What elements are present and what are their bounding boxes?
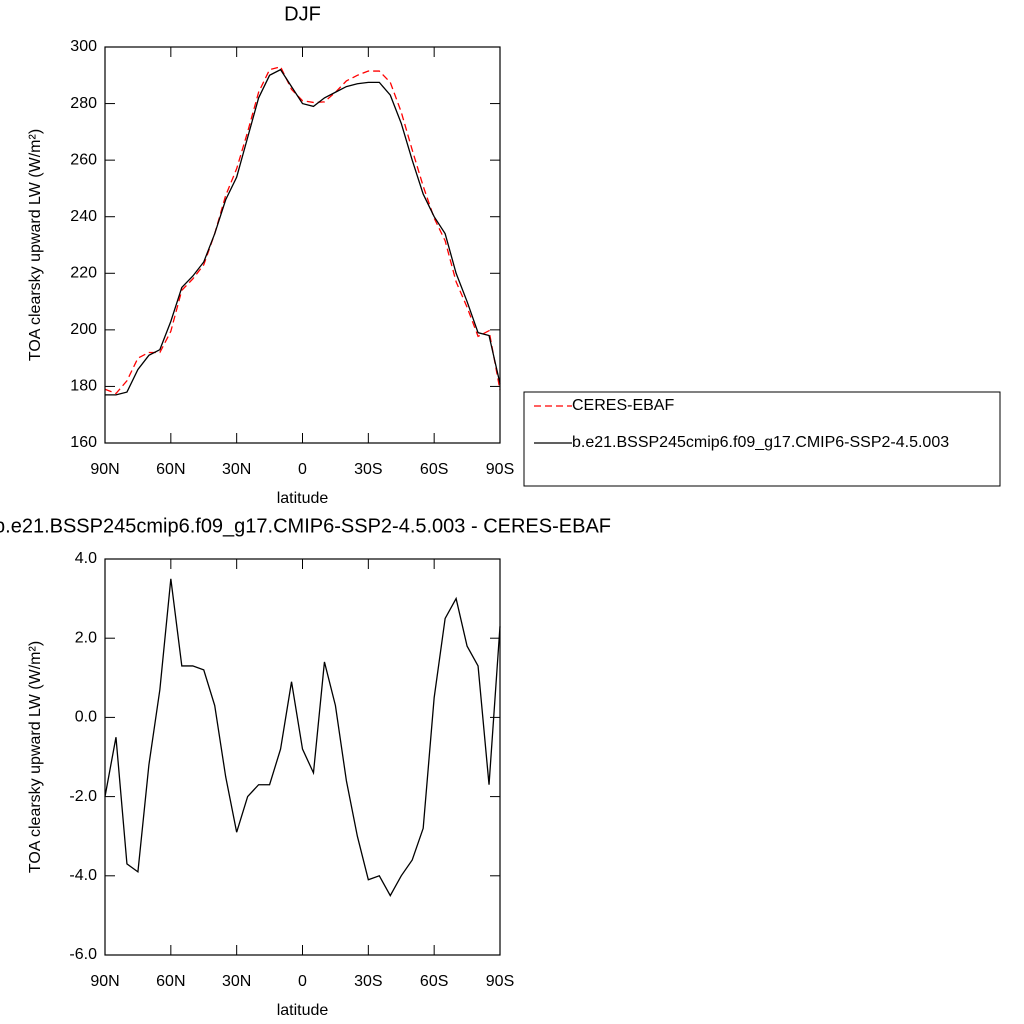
x-tick-label: 60N xyxy=(156,461,185,478)
plot-frame xyxy=(104,46,501,444)
y-tick-label: 160 xyxy=(70,434,97,451)
x-tick-label: 60S xyxy=(420,973,448,990)
y-tick-label: 2.0 xyxy=(75,629,97,646)
x-tick-label: 90N xyxy=(90,461,119,478)
x-tick-label: 30S xyxy=(354,973,382,990)
y-tick-label: 180 xyxy=(70,378,97,395)
x-tick-label: 90S xyxy=(486,461,514,478)
chart-title: DJF xyxy=(284,3,321,25)
x-tick-label: 30N xyxy=(222,461,251,478)
data-line xyxy=(105,68,501,396)
y-tick-label: 260 xyxy=(70,151,97,168)
legend-label: b.e21.BSSP245cmip6.f09_g17.CMIP6-SSP2-4.… xyxy=(572,434,949,451)
x-tick-label: 0 xyxy=(298,973,307,990)
y-tick-label: 280 xyxy=(70,95,97,112)
x-axis-label: latitude xyxy=(277,1002,329,1019)
legend-label: CERES-EBAF xyxy=(572,397,674,414)
y-tick-label: -4.0 xyxy=(69,867,97,884)
y-tick-label: 240 xyxy=(70,208,97,225)
x-tick-label: 90S xyxy=(486,973,514,990)
y-tick-label: 0.0 xyxy=(75,709,97,726)
x-tick-label: 60S xyxy=(420,461,448,478)
plot-frame xyxy=(104,558,501,956)
y-tick-label: 300 xyxy=(70,38,97,55)
chart-title: b.e21.BSSP245cmip6.f09_g17.CMIP6-SSP2-4.… xyxy=(0,515,611,537)
y-tick-label: 4.0 xyxy=(75,550,97,567)
y-tick-label: -6.0 xyxy=(69,946,97,963)
y-tick-label: 220 xyxy=(70,265,97,282)
x-tick-label: 30S xyxy=(354,461,382,478)
y-axis-label: TOA clearsky upward LW (W/m²) xyxy=(27,129,44,361)
x-tick-label: 60N xyxy=(156,973,185,990)
data-line xyxy=(104,66,501,395)
x-tick-label: 0 xyxy=(298,461,307,478)
y-tick-label: 200 xyxy=(70,321,97,338)
y-tick-label: -2.0 xyxy=(69,788,97,805)
y-axis-label: TOA clearsky upward LW (W/m²) xyxy=(27,641,44,873)
legend-box xyxy=(523,391,1001,487)
data-line xyxy=(104,578,501,897)
x-tick-label: 90N xyxy=(90,973,119,990)
x-axis-label: latitude xyxy=(277,490,329,507)
x-tick-label: 30N xyxy=(222,973,251,990)
